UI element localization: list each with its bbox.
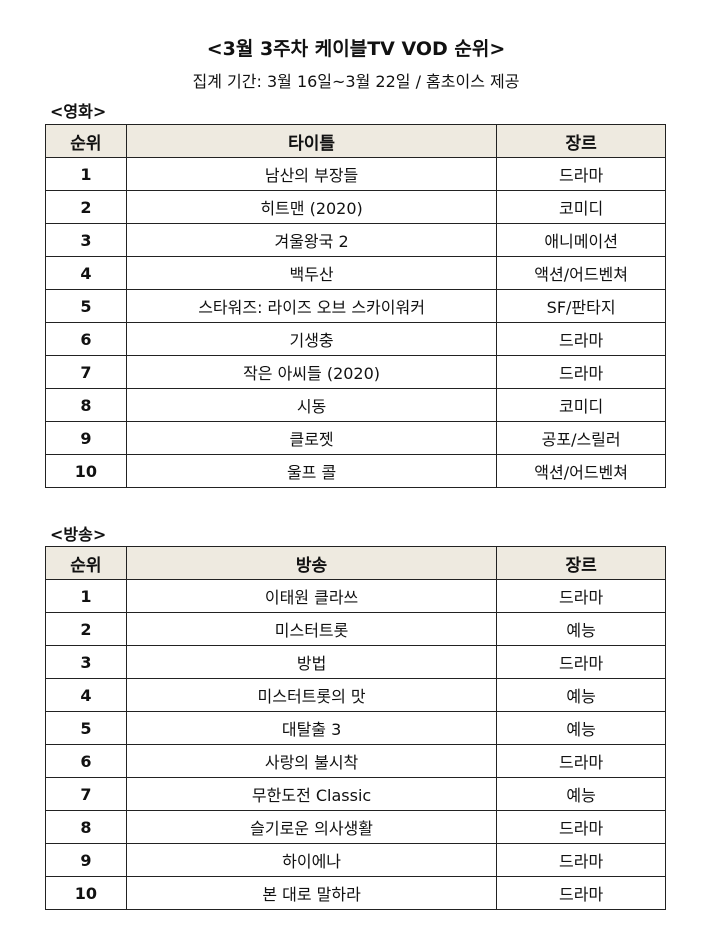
movies-table: 순위 타이틀 장르 1 남산의 부장들 드라마 2 히트맨 (2020) 코미디 3 겨울왕국… (45, 124, 666, 488)
title-cell: 겨울왕국 2 (125, 223, 498, 257)
rank-cell: 10 (45, 454, 127, 488)
table-row: 6 사랑의 불시착 드라마 (45, 744, 666, 778)
rank-cell: 6 (45, 744, 127, 778)
genre-cell: 드라마 (496, 322, 666, 356)
title-cell: 무한도전 Classic (125, 777, 498, 811)
table-row: 3 겨울왕국 2 애니메이션 (45, 223, 666, 257)
table-row: 6 기생충 드라마 (45, 322, 666, 356)
title-cell: 남산의 부장들 (125, 157, 498, 191)
header-rank: 순위 (45, 546, 127, 580)
title-cell: 울프 콜 (125, 454, 498, 488)
table-row: 7 작은 아씨들 (2020) 드라마 (45, 355, 666, 389)
table-row: 1 남산의 부장들 드라마 (45, 157, 666, 191)
title-cell: 미스터트롯 (125, 612, 498, 646)
table-row: 4 미스터트롯의 맛 예능 (45, 678, 666, 712)
title-cell: 백두산 (125, 256, 498, 290)
table-header-row: 순위 타이틀 장르 (45, 124, 666, 158)
genre-cell: 예능 (496, 711, 666, 745)
title-cell: 시동 (125, 388, 498, 422)
rank-cell: 10 (45, 876, 127, 910)
rank-cell: 3 (45, 223, 127, 257)
genre-cell: 예능 (496, 777, 666, 811)
title-cell: 슬기로운 의사생활 (125, 810, 498, 844)
broadcast-table: 순위 방송 장르 1 이태원 클라쓰 드라마 2 미스터트롯 예능 3 방법 드라마 4 미스터트롯… (45, 546, 666, 910)
title-cell: 미스터트롯의 맛 (125, 678, 498, 712)
table-row: 9 클로젯 공포/스릴러 (45, 421, 666, 455)
page-title: <3월 3주차 케이블TV VOD 순위> (206, 38, 506, 60)
genre-cell: SF/판타지 (496, 289, 666, 323)
table-row: 2 미스터트롯 예능 (45, 612, 666, 646)
header-genre: 장르 (496, 124, 666, 158)
genre-cell: 예능 (496, 678, 666, 712)
genre-cell: 드라마 (496, 157, 666, 191)
rank-cell: 1 (45, 157, 127, 191)
table-row: 7 무한도전 Classic 예능 (45, 777, 666, 811)
header-program: 방송 (125, 546, 498, 580)
title-cell: 스타워즈: 라이즈 오브 스카이워커 (125, 289, 498, 323)
title-cell: 클로젯 (125, 421, 498, 455)
title-cell: 사랑의 불시착 (125, 744, 498, 778)
genre-cell: 드라마 (496, 579, 666, 613)
genre-cell: 코미디 (496, 388, 666, 422)
rank-cell: 8 (45, 810, 127, 844)
title-cell: 방법 (125, 645, 498, 679)
table-row: 3 방법 드라마 (45, 645, 666, 679)
genre-cell: 코미디 (496, 190, 666, 224)
table-row: 5 스타워즈: 라이즈 오브 스카이워커 SF/판타지 (45, 289, 666, 323)
genre-cell: 액션/어드벤쳐 (496, 256, 666, 290)
table-row: 2 히트맨 (2020) 코미디 (45, 190, 666, 224)
rank-cell: 2 (45, 612, 127, 646)
title-cell: 히트맨 (2020) (125, 190, 498, 224)
genre-cell: 드라마 (496, 744, 666, 778)
genre-cell: 드라마 (496, 810, 666, 844)
rank-cell: 4 (45, 256, 127, 290)
genre-cell: 드라마 (496, 645, 666, 679)
genre-cell: 드라마 (496, 843, 666, 877)
table-row: 8 시동 코미디 (45, 388, 666, 422)
table-row: 1 이태원 클라쓰 드라마 (45, 579, 666, 613)
table-row: 5 대탈출 3 예능 (45, 711, 666, 745)
genre-cell: 예능 (496, 612, 666, 646)
header-genre: 장르 (496, 546, 666, 580)
genre-cell: 액션/어드벤쳐 (496, 454, 666, 488)
title-cell: 본 대로 말하라 (125, 876, 498, 910)
rank-cell: 8 (45, 388, 127, 422)
rank-cell: 6 (45, 322, 127, 356)
broadcast-section-label: <방송> (50, 525, 107, 544)
movies-section-label: <영화> (50, 102, 107, 121)
rank-cell: 5 (45, 711, 127, 745)
rank-cell: 1 (45, 579, 127, 613)
rank-cell: 7 (45, 777, 127, 811)
genre-cell: 공포/스릴러 (496, 421, 666, 455)
rank-cell: 7 (45, 355, 127, 389)
table-row: 9 하이에나 드라마 (45, 843, 666, 877)
rank-cell: 9 (45, 843, 127, 877)
genre-cell: 드라마 (496, 355, 666, 389)
header-rank: 순위 (45, 124, 127, 158)
header-title: 타이틀 (125, 124, 498, 158)
rank-cell: 2 (45, 190, 127, 224)
title-cell: 기생충 (125, 322, 498, 356)
title-cell: 하이에나 (125, 843, 498, 877)
table-row: 10 본 대로 말하라 드라마 (45, 876, 666, 910)
rank-cell: 3 (45, 645, 127, 679)
rank-cell: 5 (45, 289, 127, 323)
page-subtitle: 집계 기간: 3월 16일~3월 22일 / 홈초이스 제공 (192, 72, 520, 91)
rank-cell: 4 (45, 678, 127, 712)
table-header-row: 순위 방송 장르 (45, 546, 666, 580)
genre-cell: 드라마 (496, 876, 666, 910)
title-cell: 이태원 클라쓰 (125, 579, 498, 613)
title-cell: 작은 아씨들 (2020) (125, 355, 498, 389)
genre-cell: 애니메이션 (496, 223, 666, 257)
table-row: 10 울프 콜 액션/어드벤쳐 (45, 454, 666, 488)
table-row: 8 슬기로운 의사생활 드라마 (45, 810, 666, 844)
rank-cell: 9 (45, 421, 127, 455)
table-row: 4 백두산 액션/어드벤쳐 (45, 256, 666, 290)
title-cell: 대탈출 3 (125, 711, 498, 745)
